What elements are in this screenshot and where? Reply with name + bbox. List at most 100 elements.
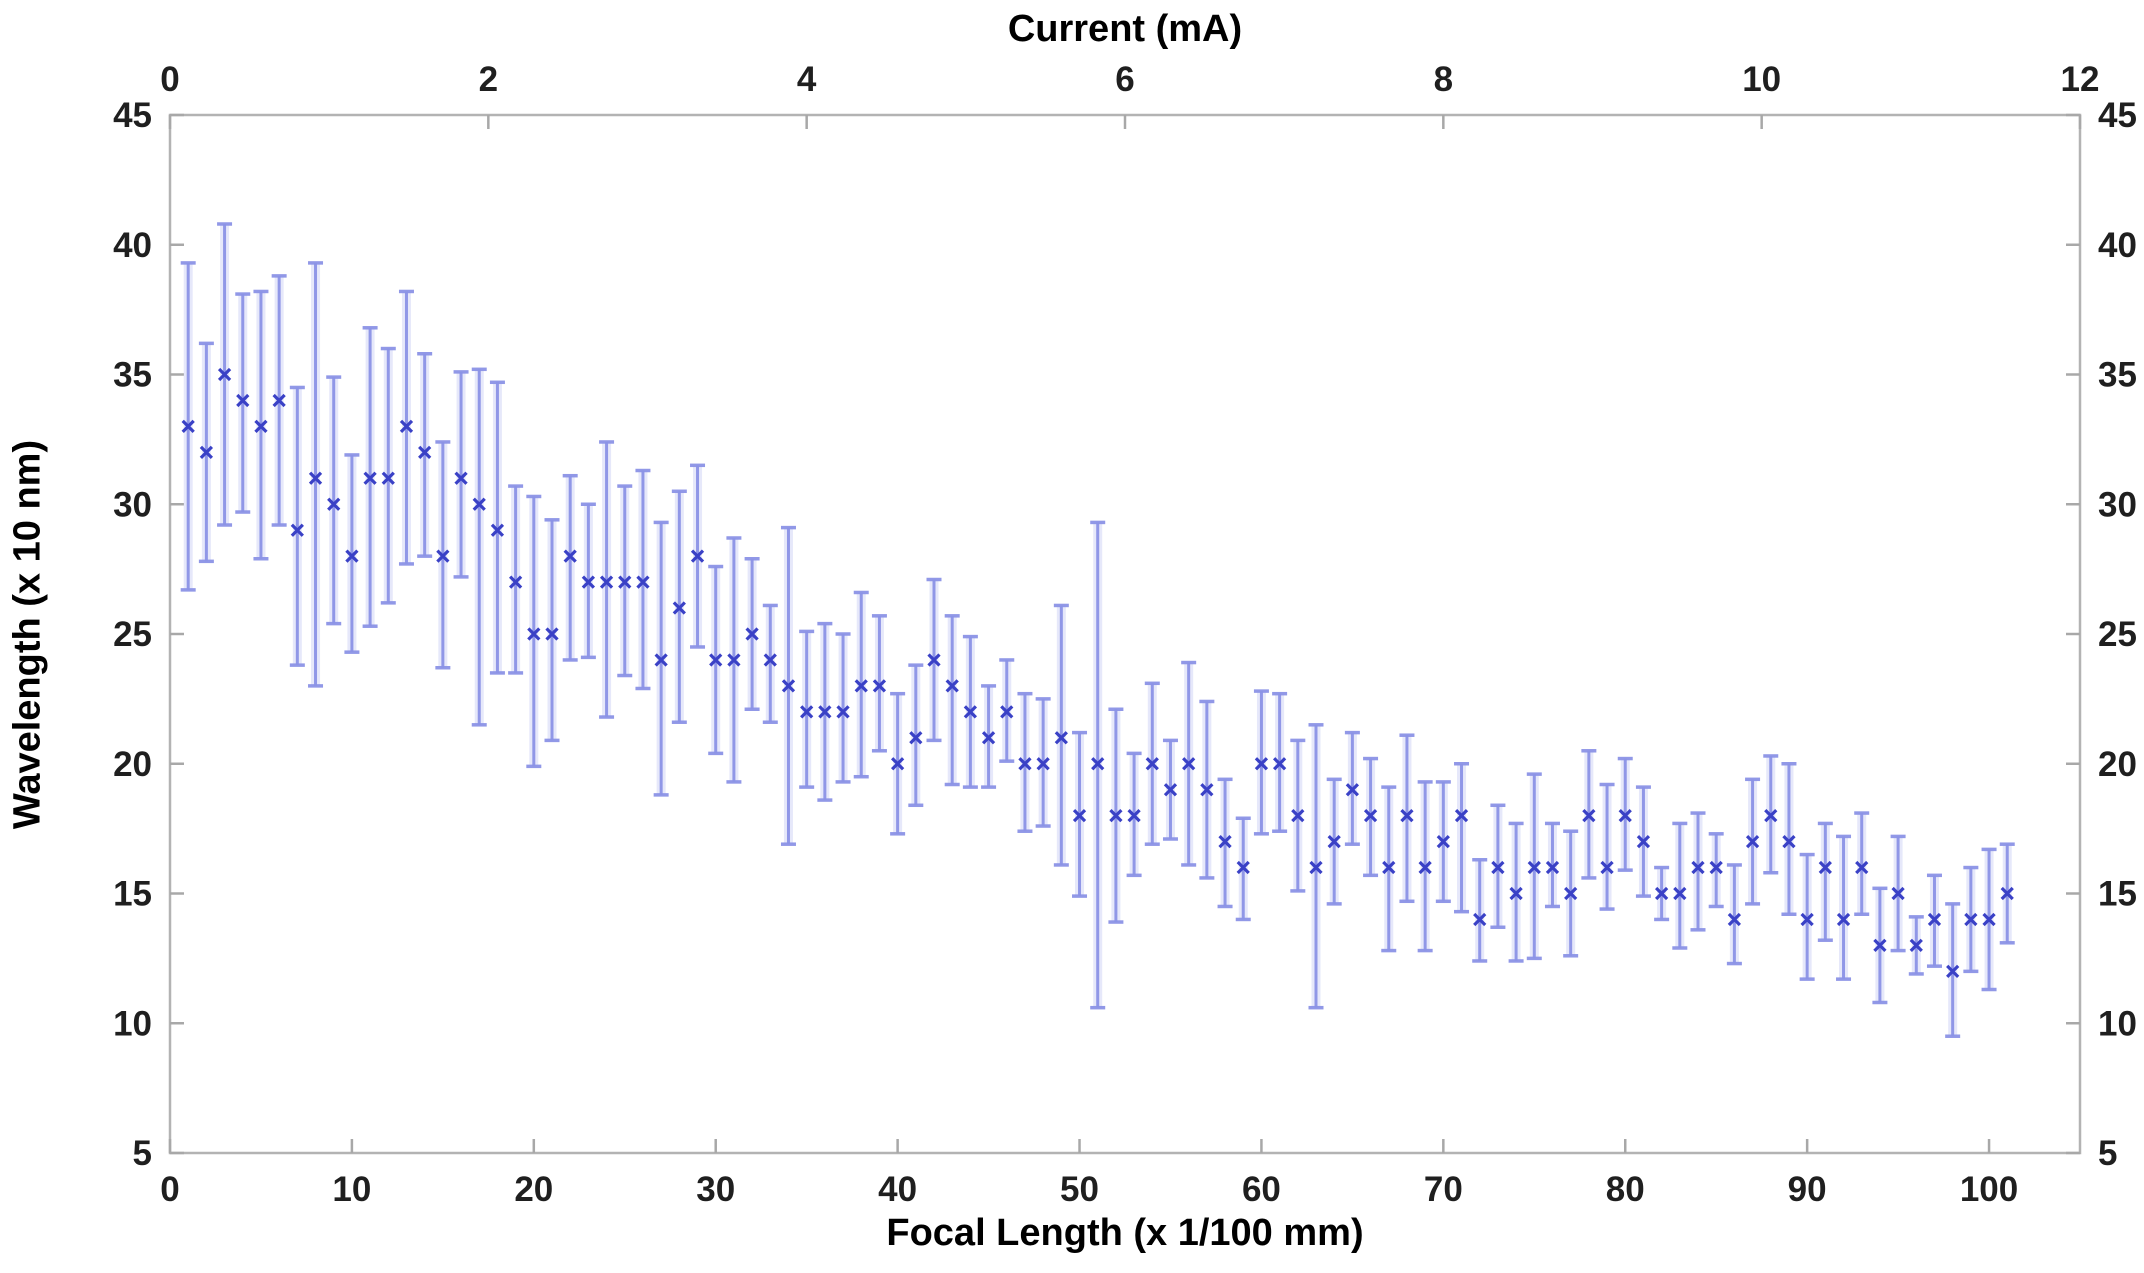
- data-point-marker: [1109, 809, 1123, 823]
- svg-text:30: 30: [2098, 485, 2137, 524]
- data-point-marker: [1382, 860, 1396, 875]
- svg-text:20: 20: [113, 745, 152, 784]
- data-point-marker: [1400, 809, 1414, 823]
- data-point-marker: [490, 523, 505, 537]
- data-point-marker: [981, 731, 996, 745]
- svg-text:40: 40: [2098, 226, 2137, 265]
- data-point-marker: [472, 497, 486, 511]
- svg-text:70: 70: [1424, 1170, 1463, 1209]
- data-point-marker: [654, 653, 668, 667]
- data-point-marker: [745, 627, 759, 641]
- data-point-marker: [1509, 886, 1523, 901]
- data-point-marker: [1673, 886, 1687, 901]
- data-point-marker: [618, 575, 632, 589]
- data-point-marker: [1745, 834, 1760, 849]
- svg-text:15: 15: [113, 875, 152, 914]
- data-point-marker: [1927, 912, 1942, 927]
- data-point-marker: [1272, 757, 1287, 771]
- data-point-marker: [1327, 834, 1341, 849]
- data-point-marker: [1018, 757, 1032, 771]
- data-point-marker: [1764, 809, 1778, 823]
- svg-text:45: 45: [2098, 96, 2137, 135]
- svg-text:100: 100: [1960, 1170, 2018, 1209]
- data-point-marker: [1236, 860, 1250, 875]
- svg-text:35: 35: [113, 356, 152, 395]
- data-point-marker: [1564, 886, 1578, 901]
- data-point-marker: [1345, 783, 1360, 797]
- data-point-marker: [599, 575, 614, 589]
- left-axis-title: Wavelength (x 10 nm): [6, 439, 49, 830]
- svg-text:10: 10: [1742, 60, 1781, 99]
- data-point-marker: [1582, 809, 1596, 823]
- data-point-marker: [1491, 860, 1505, 875]
- data-point-marker: [1836, 912, 1851, 927]
- data-point-marker: [1163, 783, 1178, 797]
- data-point-marker: [1000, 705, 1014, 719]
- data-point-marker: [1818, 860, 1832, 875]
- svg-text:30: 30: [113, 485, 152, 524]
- data-point-marker: [781, 679, 796, 693]
- svg-text:0: 0: [160, 60, 179, 99]
- data-point-marker: [345, 549, 359, 563]
- data-point-marker: [1873, 938, 1887, 953]
- y-axis-left: 5 10 15 20 25 30 35 40 45: [113, 96, 184, 1173]
- data-point-marker: [890, 757, 905, 771]
- svg-text:20: 20: [2098, 745, 2137, 784]
- data-point-marker: [1654, 886, 1669, 901]
- svg-text:40: 40: [113, 226, 152, 265]
- data-point-marker: [254, 419, 268, 434]
- svg-text:40: 40: [878, 1170, 917, 1209]
- data-point-marker: [454, 471, 468, 485]
- data-point-marker: [1545, 860, 1560, 875]
- svg-text:25: 25: [2098, 615, 2137, 654]
- data-point-marker: [1691, 860, 1705, 875]
- svg-text:30: 30: [696, 1170, 735, 1209]
- data-point-marker: [945, 679, 959, 693]
- data-point-marker: [1709, 860, 1723, 875]
- data-point-marker: [308, 471, 323, 485]
- error-bar-caps: [180, 222, 2015, 1038]
- data-point-marker: [1782, 834, 1796, 849]
- data-point-marker: [363, 471, 377, 485]
- data-point-marker: [1946, 964, 1960, 978]
- data-point-marker: [1527, 860, 1541, 875]
- svg-text:4: 4: [797, 60, 817, 99]
- y-axis-right: 5 10 15 20 25 30 35 40 45: [2066, 96, 2137, 1173]
- data-point-marker: [381, 471, 395, 485]
- svg-text:0: 0: [160, 1170, 179, 1209]
- data-point-marker: [1600, 860, 1614, 875]
- svg-text:10: 10: [113, 1004, 152, 1043]
- data-point-marker: [854, 679, 868, 693]
- data-point-marker: [1618, 809, 1632, 823]
- data-point-marker: [909, 731, 923, 745]
- data-point-marker: [1145, 757, 1159, 771]
- svg-text:5: 5: [133, 1134, 152, 1173]
- data-point-marker: [709, 653, 723, 667]
- svg-text:10: 10: [2098, 1004, 2137, 1043]
- data-point-marker: [1727, 912, 1742, 927]
- data-point-marker: [199, 445, 214, 459]
- data-point-marker: [872, 679, 887, 693]
- data-point-marker: [1309, 860, 1323, 875]
- data-point-marker: [636, 575, 650, 589]
- svg-text:45: 45: [113, 96, 152, 135]
- data-point-marker: [581, 575, 596, 589]
- data-point-marker: [272, 393, 286, 408]
- data-point-marker: [1454, 809, 1469, 823]
- data-point-marker: [1200, 783, 1214, 797]
- top-axis-title: Current (mA): [1007, 8, 1243, 50]
- data-point-marker: [1800, 912, 1814, 927]
- data-point-marker: [690, 549, 705, 563]
- data-point-marker: [508, 575, 523, 589]
- svg-text:25: 25: [113, 615, 152, 654]
- data-point-marker: [1127, 809, 1141, 823]
- data-point-marker: [1473, 912, 1487, 927]
- svg-text:90: 90: [1788, 1170, 1827, 1209]
- data-point-marker: [1982, 912, 1996, 927]
- x-axis-bottom: 0 10 20 30 40 50 60 70 80 90 100: [160, 1139, 2018, 1209]
- data-point-marker: [181, 419, 195, 434]
- svg-text:80: 80: [1606, 1170, 1645, 1209]
- data-point-marker: [1091, 757, 1105, 771]
